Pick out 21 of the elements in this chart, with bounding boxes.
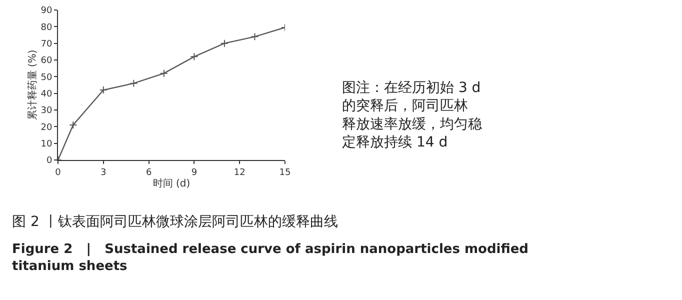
text: 图注：在经历初始 3 d 的突释后，阿司匹林释放速率放缓，均匀稳定释放持续 14 d (342, 80, 482, 151)
y-axis-title: 累计释药量 (%) (26, 50, 39, 120)
caption: 图 2 丨钛表面阿司匹林微球涂层阿司匹林的缓释曲线 (12, 214, 338, 230)
y-tick-label: 0 (46, 156, 52, 166)
y-tick-label: 90 (40, 6, 52, 16)
x-tick-label: 9 (191, 168, 198, 178)
y-tick-label: 70 (40, 39, 52, 50)
x-tick-label: 12 (234, 168, 246, 178)
x-tick-label: 3 (100, 168, 106, 178)
y-tick-label: 20 (40, 122, 52, 133)
x-axis-title: 时间 (d) (152, 177, 190, 190)
x-tick-label: 0 (55, 168, 62, 178)
y-tick-label: 80 (40, 22, 52, 33)
caption: Figure 2 | Sustained release curve of aspirin nanoparticles modified titanium sheets (12, 242, 528, 274)
y-tick-label: 30 (40, 106, 52, 116)
y-tick-label: 40 (40, 89, 52, 100)
x-tick-label: 15 (279, 168, 291, 178)
y-tick-label: 60 (40, 56, 52, 66)
y-tick-label: 10 (40, 139, 52, 150)
x-tick-label: 6 (146, 168, 152, 178)
y-tick-label: 50 (40, 72, 52, 83)
